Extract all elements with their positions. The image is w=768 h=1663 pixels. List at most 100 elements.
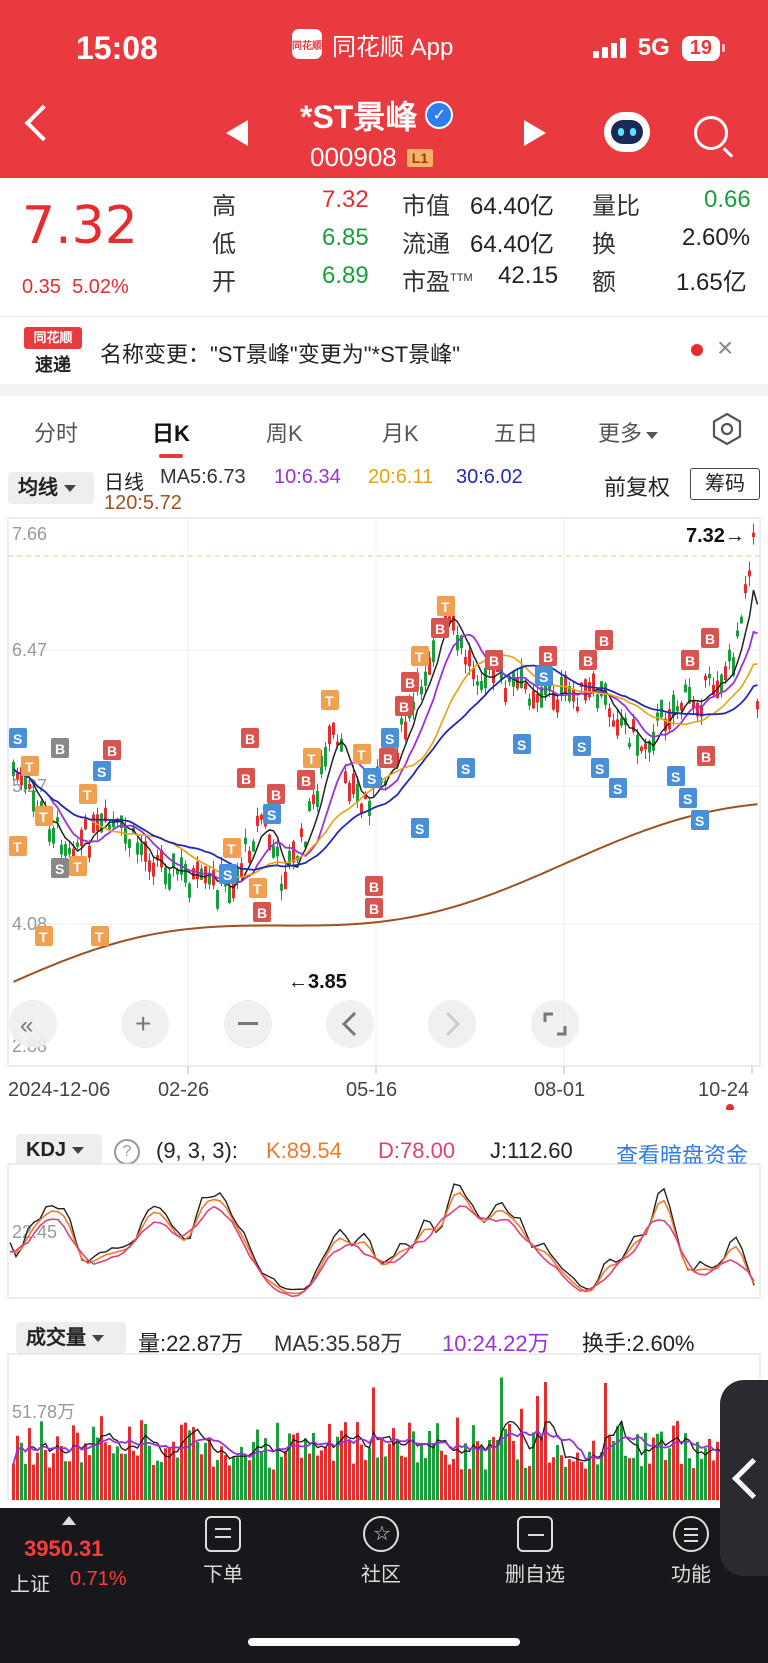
pe-label: 市盈TTM [402, 269, 473, 296]
prev-stock-icon[interactable] [226, 120, 248, 146]
kdj-label: KDJ [26, 1139, 67, 1161]
svg-text:T: T [83, 787, 92, 803]
change-value: 0.35 [22, 276, 61, 298]
svg-text:S: S [13, 731, 22, 747]
tab-monthly-k[interactable]: 月K [382, 421, 419, 446]
index-up-arrow-icon [62, 1516, 76, 1525]
index-value[interactable]: 3950.31 [24, 1536, 104, 1561]
svg-text:S: S [97, 764, 106, 780]
index-percent[interactable]: 0.71% [70, 1568, 127, 1590]
svg-text:B: B [271, 787, 281, 803]
next-stock-icon[interactable] [524, 120, 546, 146]
menu-icon [673, 1516, 709, 1552]
chips-button[interactable]: 筹码 [690, 468, 760, 500]
date-label-0: 2024-12-06 [8, 1079, 110, 1101]
ma30-value: 30:6.02 [456, 466, 523, 488]
scroll-left-button[interactable] [326, 1000, 374, 1048]
kline-chart[interactable]: 7.66 6.47 5.27 4.08 2.88 SBSBTTTTTTTSBBB… [0, 516, 768, 1068]
stock-name: *ST景峰 ✓ [300, 92, 454, 138]
chart-controls: « + [9, 1000, 579, 1048]
nav-community-label: 社区 [361, 1564, 401, 1586]
ma-toggle-dropdown[interactable]: 均线 [8, 472, 94, 504]
stock-code: 000908 L1 [310, 142, 434, 173]
search-icon[interactable] [694, 116, 728, 150]
svg-text:B: B [399, 699, 409, 715]
svg-text:T: T [253, 881, 262, 897]
svg-text:B: B [489, 653, 499, 669]
ma5-value: MA5:6.73 [160, 466, 246, 488]
open-value: 6.89 [322, 262, 369, 289]
svg-text:T: T [39, 809, 48, 825]
nav-functions-label: 功能 [671, 1564, 711, 1586]
settings-hexagon-icon[interactable] [710, 412, 744, 446]
chevron-down-icon [72, 1147, 85, 1155]
back-icon[interactable] [24, 104, 62, 142]
zoom-in-button[interactable]: + [121, 1000, 169, 1048]
indicator-dropdown-kdj[interactable]: KDJ [16, 1134, 102, 1166]
nav-community[interactable]: ☆ 社区 [336, 1516, 426, 1587]
home-indicator [248, 1638, 520, 1646]
turnover-label: 换 [592, 231, 616, 258]
ma20-value: 20:6.11 [368, 466, 434, 488]
news-ticker[interactable]: 同花顺 速递 名称变更："ST景峰"变更为"*ST景峰" [0, 316, 768, 384]
kdj-params: (9, 3, 3): [156, 1138, 238, 1163]
pe-value: 42.15 [498, 262, 559, 289]
svg-text:T: T [357, 747, 366, 763]
tab-daily-k[interactable]: 日K [152, 421, 190, 446]
svg-text:B: B [369, 901, 379, 917]
indicator-dropdown-volume[interactable]: 成交量 [16, 1322, 126, 1354]
tab-more[interactable]: 更多 [598, 416, 659, 448]
chevron-down-icon [646, 431, 659, 439]
ma10-value: 10:6.34 [274, 466, 341, 488]
kdj-chart[interactable]: 22.45 [0, 1162, 768, 1302]
volume-ma5: MA5:35.58万 [274, 1331, 403, 1356]
assistant-robot-icon[interactable] [604, 112, 650, 152]
news-text[interactable]: 名称变更："ST景峰"变更为"*ST景峰" [100, 342, 461, 367]
svg-text:B: B [257, 905, 267, 921]
svg-text:S: S [517, 737, 526, 753]
level-badge[interactable]: L1 [406, 148, 434, 167]
volume-ratio-label: 量比 [592, 193, 640, 220]
nav-remove-watchlist-label: 删自选 [505, 1564, 565, 1586]
svg-text:T: T [25, 759, 34, 775]
tab-weekly-k[interactable]: 周K [266, 421, 303, 446]
svg-text:B: B [245, 731, 255, 747]
tab-five-day[interactable]: 五日 [494, 421, 539, 446]
svg-text:B: B [55, 741, 65, 757]
app-logo-icon: 同花顺 [292, 29, 322, 59]
nav-remove-watchlist[interactable]: 删自选 [490, 1516, 580, 1587]
svg-text:B: B [599, 633, 609, 649]
side-drawer-handle[interactable] [720, 1380, 768, 1576]
status-app-indicator: 同花顺 同花顺 App [292, 28, 453, 61]
svg-text:S: S [613, 781, 622, 797]
nav-functions[interactable]: 功能 [646, 1516, 736, 1587]
tab-intraday[interactable]: 分时 [34, 421, 79, 446]
order-document-icon [205, 1516, 241, 1552]
kdj-d: D:78.00 [378, 1138, 456, 1163]
svg-text:S: S [267, 807, 276, 823]
low-value: 6.85 [322, 224, 369, 251]
svg-text:T: T [39, 929, 48, 945]
nav-order[interactable]: 下单 [178, 1516, 268, 1587]
chevron-down-icon [64, 485, 76, 493]
scroll-right-button[interactable] [428, 1000, 476, 1048]
open-label: 开 [212, 269, 236, 296]
y-axis-mid: 6.47 [12, 640, 47, 660]
fullscreen-button[interactable] [531, 1000, 579, 1048]
adjust-mode-button[interactable]: 前复权 [604, 475, 671, 500]
news-close-icon[interactable]: × [717, 332, 734, 363]
ma-legend-row: 均线 日线 MA5:6.73 10:6.34 20:6.11 30:6.02 1… [0, 462, 768, 520]
date-label-1: 02-26 [158, 1079, 209, 1101]
help-icon[interactable]: ? [114, 1136, 140, 1165]
svg-text:T: T [13, 839, 22, 855]
svg-text:B: B [301, 773, 311, 789]
volume-chart[interactable]: 51.78万 [0, 1352, 768, 1502]
index-name[interactable]: 上证 [10, 1574, 50, 1596]
svg-text:S: S [367, 771, 376, 787]
date-axis: 2024-12-06 02-26 05-16 08-01 10-24 [8, 1066, 753, 1110]
rewind-button[interactable]: « [9, 1000, 57, 1048]
price-change: 0.35 5.02% [22, 276, 129, 299]
ma-toggle-label: 均线 [18, 477, 58, 499]
low-price-marker: ←3.85 [288, 971, 347, 993]
zoom-out-button[interactable] [224, 1000, 272, 1048]
